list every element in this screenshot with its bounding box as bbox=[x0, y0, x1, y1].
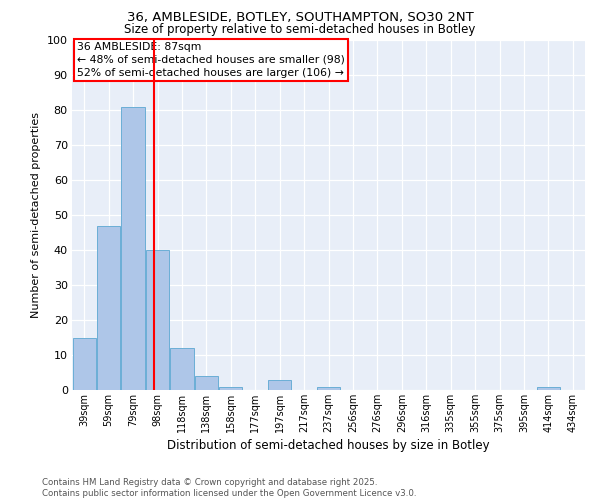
Bar bbox=[268, 380, 291, 390]
Bar bbox=[537, 386, 560, 390]
X-axis label: Distribution of semi-detached houses by size in Botley: Distribution of semi-detached houses by … bbox=[167, 439, 490, 452]
Bar bbox=[170, 348, 194, 390]
Bar bbox=[219, 386, 242, 390]
Bar bbox=[195, 376, 218, 390]
Y-axis label: Number of semi-detached properties: Number of semi-detached properties bbox=[31, 112, 41, 318]
Bar bbox=[121, 106, 145, 390]
Text: 36 AMBLESIDE: 87sqm
← 48% of semi-detached houses are smaller (98)
52% of semi-d: 36 AMBLESIDE: 87sqm ← 48% of semi-detach… bbox=[77, 42, 345, 78]
Bar bbox=[146, 250, 169, 390]
Bar bbox=[73, 338, 96, 390]
Text: 36, AMBLESIDE, BOTLEY, SOUTHAMPTON, SO30 2NT: 36, AMBLESIDE, BOTLEY, SOUTHAMPTON, SO30… bbox=[127, 11, 473, 24]
Bar bbox=[317, 386, 340, 390]
Text: Size of property relative to semi-detached houses in Botley: Size of property relative to semi-detach… bbox=[124, 22, 476, 36]
Bar bbox=[97, 226, 120, 390]
Text: Contains HM Land Registry data © Crown copyright and database right 2025.
Contai: Contains HM Land Registry data © Crown c… bbox=[42, 478, 416, 498]
